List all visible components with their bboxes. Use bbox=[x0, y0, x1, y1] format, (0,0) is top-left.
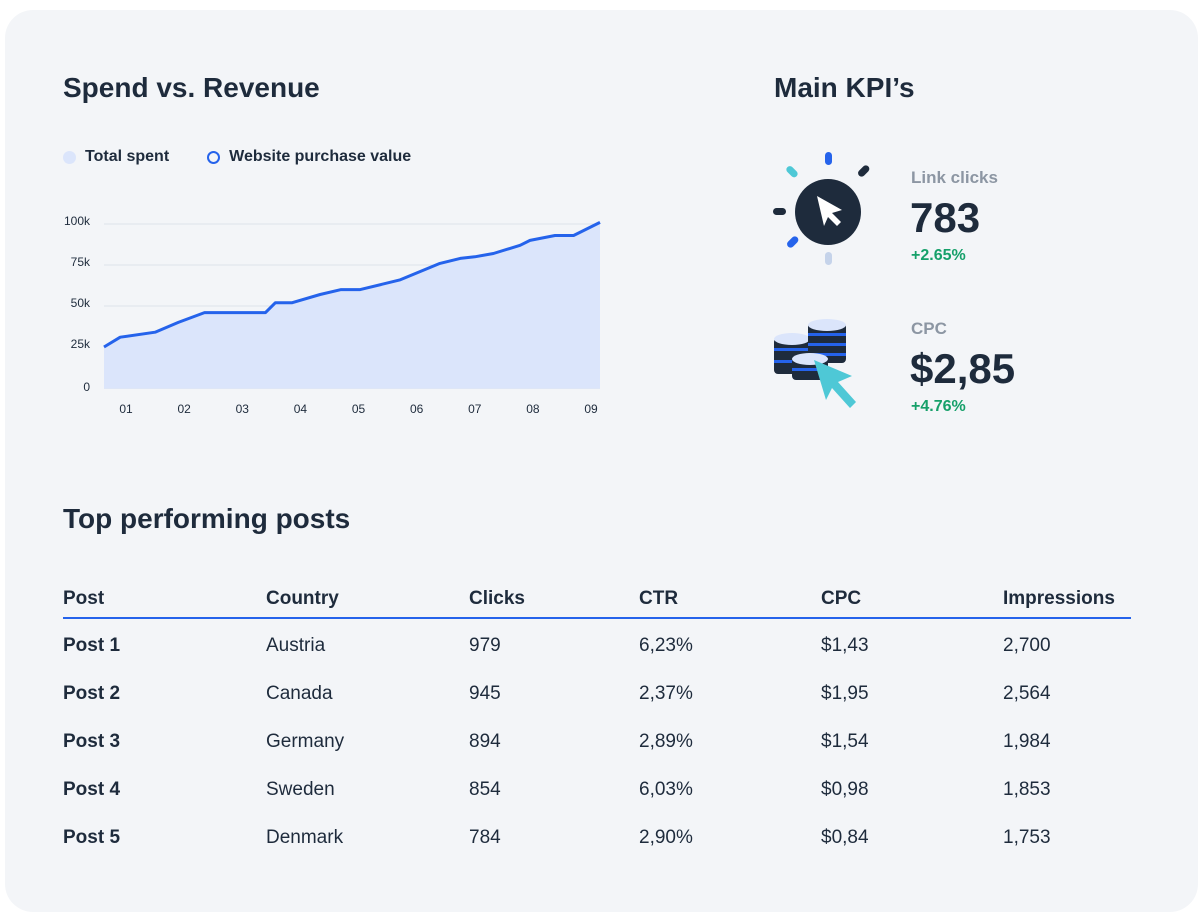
cell-ctr: 6,03% bbox=[639, 779, 693, 800]
header-divider bbox=[63, 617, 1131, 619]
legend-marker-purchase-value bbox=[207, 150, 221, 164]
column-header-cpc: CPC bbox=[821, 588, 862, 609]
kpi-cpc-label: CPC bbox=[911, 319, 947, 338]
total-spent-area bbox=[104, 222, 600, 388]
cell-impressions: 1,984 bbox=[1003, 731, 1051, 752]
cursor-click-icon bbox=[773, 152, 870, 265]
cell-clicks: 894 bbox=[469, 731, 501, 752]
spend-revenue-chart: 0 25k 50k 75k 100k 01 02 03 04 05 06 07 08 09 bbox=[64, 214, 601, 416]
x-tick-label: 02 bbox=[177, 402, 191, 416]
cell-ctr: 6,23% bbox=[639, 635, 693, 656]
x-tick-label: 06 bbox=[410, 402, 424, 416]
x-tick-label: 09 bbox=[584, 402, 598, 416]
kpi-cpc-value: $2,85 bbox=[910, 345, 1016, 392]
legend-label: Total spent bbox=[85, 148, 170, 165]
cell-ctr: 2,90% bbox=[639, 827, 693, 848]
cell-country: Germany bbox=[266, 731, 345, 752]
cell-cpc: $1,95 bbox=[821, 683, 869, 704]
cell-cpc: $0,98 bbox=[821, 779, 869, 800]
cell-clicks: 945 bbox=[469, 683, 501, 704]
x-tick-label: 03 bbox=[236, 402, 250, 416]
cell-post: Post 1 bbox=[63, 635, 121, 656]
x-tick-label: 04 bbox=[294, 402, 308, 416]
column-header-ctr: CTR bbox=[639, 588, 679, 609]
x-tick-label: 05 bbox=[352, 402, 366, 416]
cell-country: Denmark bbox=[266, 827, 344, 848]
kpi-link-clicks-label: Link clicks bbox=[911, 168, 998, 187]
column-header-post: Post bbox=[63, 588, 105, 609]
kpi-link-clicks-value: 783 bbox=[910, 194, 981, 241]
cell-country: Canada bbox=[266, 683, 333, 704]
chart-title: Spend vs. Revenue bbox=[63, 72, 320, 103]
y-tick-label: 100k bbox=[64, 214, 91, 228]
purchase-value-line bbox=[103, 221, 601, 349]
cell-impressions: 1,753 bbox=[1003, 827, 1051, 848]
column-header-clicks: Clicks bbox=[469, 588, 525, 609]
y-tick-label: 75k bbox=[71, 255, 91, 269]
x-tick-label: 07 bbox=[468, 402, 482, 416]
y-tick-label: 0 bbox=[83, 380, 90, 394]
column-header-country: Country bbox=[266, 588, 339, 609]
cell-post: Post 2 bbox=[63, 683, 121, 704]
cell-cpc: $1,54 bbox=[821, 731, 869, 752]
y-tick-label: 25k bbox=[71, 337, 91, 351]
chart-legend: Total spent Website purchase value bbox=[63, 148, 411, 166]
coins-cursor-icon bbox=[774, 319, 856, 408]
dashboard-card bbox=[5, 10, 1198, 912]
cell-clicks: 979 bbox=[469, 635, 501, 656]
cell-country: Austria bbox=[266, 635, 326, 656]
kpi-link-clicks-change: +2.65% bbox=[911, 247, 966, 264]
table-title: Top performing posts bbox=[63, 503, 351, 534]
cell-ctr: 2,89% bbox=[639, 731, 693, 752]
cell-post: Post 4 bbox=[63, 779, 121, 800]
x-tick-label: 08 bbox=[526, 402, 540, 416]
cell-cpc: $0,84 bbox=[821, 827, 869, 848]
x-tick-label: 01 bbox=[119, 402, 133, 416]
cell-post: Post 5 bbox=[63, 827, 121, 848]
cell-clicks: 854 bbox=[469, 779, 501, 800]
legend-marker-total-spent bbox=[63, 150, 76, 164]
cell-impressions: 2,700 bbox=[1003, 635, 1051, 656]
y-tick-label: 50k bbox=[71, 296, 91, 310]
cell-ctr: 2,37% bbox=[639, 683, 693, 704]
cell-impressions: 1,853 bbox=[1003, 779, 1051, 800]
cell-post: Post 3 bbox=[63, 731, 121, 752]
legend-label: Website purchase value bbox=[229, 148, 412, 165]
kpi-cpc-change: +4.76% bbox=[911, 398, 966, 415]
cell-cpc: $1,43 bbox=[821, 635, 869, 656]
cell-clicks: 784 bbox=[469, 827, 501, 848]
kpi-title: Main KPI’s bbox=[774, 72, 915, 103]
cell-impressions: 2,564 bbox=[1003, 683, 1051, 704]
cell-country: Sweden bbox=[266, 779, 335, 800]
column-header-impressions: Impressions bbox=[1003, 588, 1115, 609]
